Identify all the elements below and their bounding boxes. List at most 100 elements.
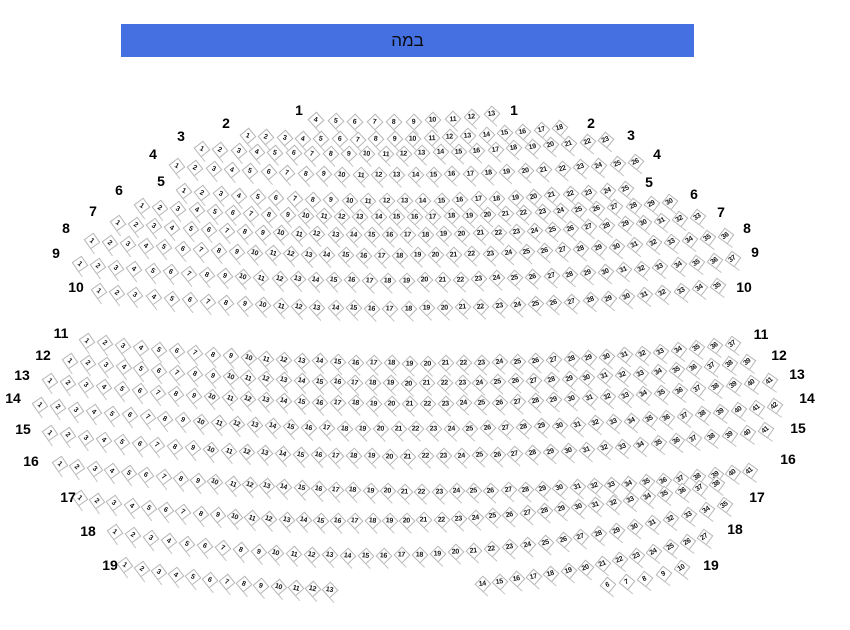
seat[interactable]: 35 [668,361,686,379]
seat[interactable]: 12 [378,192,396,210]
seat[interactable]: 14 [339,547,357,565]
seat[interactable]: 23 [431,483,448,501]
seat[interactable]: 33 [605,413,623,431]
seat[interactable]: 12 [239,390,257,408]
seat[interactable]: 23 [482,245,499,263]
seat[interactable]: 17 [318,419,336,437]
seat[interactable]: 32 [662,510,680,528]
seat[interactable]: 6 [201,571,219,589]
seat[interactable]: 9 [189,472,207,490]
seat[interactable]: 35 [641,410,658,428]
seat[interactable]: 37 [724,250,742,268]
seat[interactable]: 25 [662,538,680,556]
seat[interactable]: 38 [721,355,739,373]
seat[interactable]: 1 [31,396,49,414]
seat[interactable]: 25 [471,446,489,464]
seat[interactable]: 17 [327,447,345,465]
seat[interactable]: 9 [204,367,222,385]
seat[interactable]: 12 [290,298,308,316]
seat[interactable]: 11 [444,110,462,128]
seat[interactable]: 33 [652,343,670,361]
seat[interactable]: 16 [468,142,486,160]
seat[interactable]: 28 [515,418,533,436]
seat[interactable]: 6 [285,144,303,162]
seat[interactable]: 12 [463,108,481,126]
seat[interactable]: 16 [310,446,327,464]
seat[interactable]: 23 [491,297,508,315]
seat[interactable]: 19 [362,482,379,500]
seat[interactable]: 13 [258,477,276,495]
seat[interactable]: 28 [582,291,600,309]
seat[interactable]: 4 [248,143,266,161]
seat[interactable]: 14 [319,246,336,264]
seat[interactable]: 13 [351,208,369,226]
seat[interactable]: 8 [232,541,250,559]
seat[interactable]: 10 [206,473,224,491]
seat[interactable]: 24 [471,374,489,392]
seat[interactable]: 14 [264,417,282,435]
seat[interactable]: 3 [67,401,85,418]
seat[interactable]: 31 [615,261,633,279]
seat[interactable]: 11 [315,207,333,225]
seat[interactable]: 8 [636,570,654,587]
seat[interactable]: 1 [239,127,257,145]
seat[interactable]: 4 [95,379,113,396]
seat[interactable]: 13 [388,166,406,184]
seat[interactable]: 31 [626,236,644,254]
seat[interactable]: 3 [119,235,137,253]
seat[interactable]: 6 [121,407,139,424]
seat[interactable]: 28 [527,392,545,410]
seat[interactable]: 8 [166,438,184,456]
seat[interactable]: 12 [275,351,293,369]
seat[interactable]: 25 [473,394,491,412]
seat[interactable]: 7 [214,539,232,557]
seat[interactable]: 15 [329,353,347,371]
seat[interactable]: 18 [344,481,362,499]
seat[interactable]: 37 [724,335,742,353]
seat[interactable]: 19 [498,163,516,181]
seat[interactable]: 29 [600,290,618,307]
seat[interactable]: 5 [178,535,196,553]
seat[interactable]: 24 [488,269,506,287]
seat[interactable]: 16 [310,480,328,498]
seat[interactable]: 41 [741,462,759,480]
seat[interactable]: 35 [656,485,674,503]
seat[interactable]: 7 [366,113,384,131]
seat[interactable]: 22 [611,551,629,569]
seat[interactable]: 28 [543,371,561,389]
seat[interactable]: 10 [234,268,252,286]
seat[interactable]: 1 [116,556,134,574]
seat[interactable]: 20 [525,188,543,206]
seat[interactable]: 16 [329,512,347,530]
seat[interactable]: 27 [696,528,714,546]
seat[interactable]: 24 [519,536,537,554]
seat[interactable]: 36 [671,382,689,400]
seat[interactable]: 21 [535,161,553,179]
seat[interactable]: 20 [427,246,445,264]
seat[interactable]: 36 [717,227,735,245]
seat[interactable]: 6 [196,537,214,555]
seat[interactable]: 22 [472,298,490,316]
seat[interactable]: 24 [509,296,527,314]
seat[interactable]: 16 [355,247,373,264]
seat[interactable]: 14 [474,575,492,593]
seat[interactable]: 13 [396,192,414,210]
seat[interactable]: 5 [144,262,161,280]
seat[interactable]: 15 [450,143,468,161]
seat[interactable]: 32 [586,477,604,495]
seat[interactable]: 6 [137,466,155,484]
seat[interactable]: 11 [257,350,275,368]
seat[interactable]: 19 [365,395,383,413]
seat[interactable]: 2 [89,257,107,275]
seat[interactable]: 35 [699,229,717,247]
seat[interactable]: 11 [239,369,257,387]
seat[interactable]: 2 [59,374,77,392]
seat[interactable]: 21 [594,555,612,573]
seat[interactable]: 31 [636,286,654,304]
seat[interactable]: 18 [480,164,498,182]
seat[interactable]: 1 [61,352,79,370]
seat[interactable]: 5 [113,433,130,451]
seat[interactable]: 24 [590,157,608,174]
seat[interactable]: 15 [491,573,509,591]
seat[interactable]: 6 [150,362,168,380]
